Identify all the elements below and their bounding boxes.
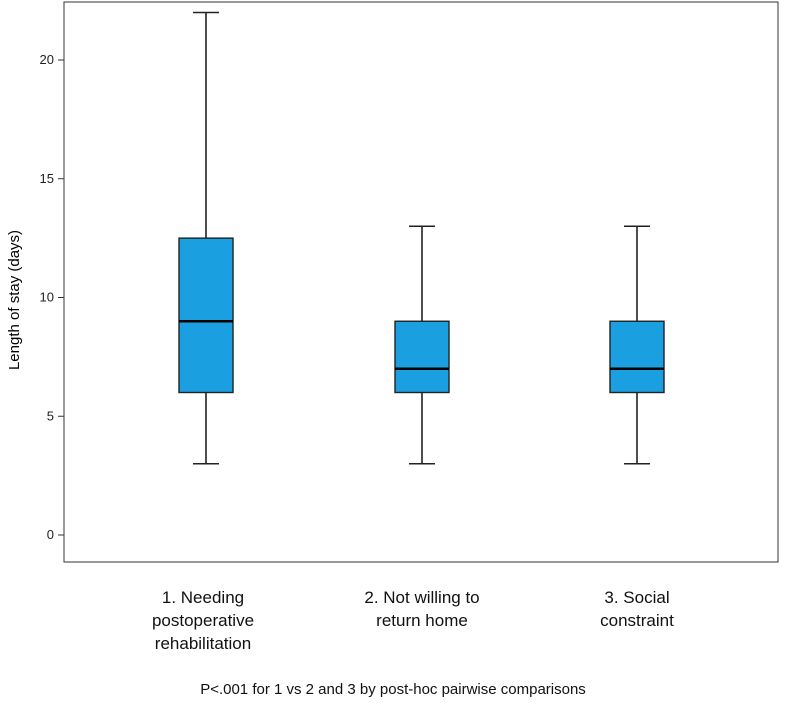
- category-label-1: 1. Needing postoperative rehabilitation: [151, 588, 255, 653]
- y-axis-label: Length of stay (days): [6, 230, 23, 370]
- iqr-box-2: [394, 320, 450, 394]
- y-axis: 0 5 10 15 20: [40, 52, 64, 542]
- plot-area-frame: [63, 1, 779, 563]
- y-tick-label-5: 5: [47, 408, 54, 423]
- footnote-annotation: P<.001 for 1 vs 2 and 3 by post-hoc pair…: [200, 681, 586, 698]
- y-tick-label-10: 10: [40, 290, 54, 305]
- iqr-box-1: [178, 237, 234, 394]
- category-label-3: 3. Social constraint: [600, 588, 674, 630]
- y-tick-label-15: 15: [40, 171, 54, 186]
- box-series: [178, 11, 665, 465]
- y-tick-label-20: 20: [40, 52, 54, 67]
- iqr-box-3: [609, 320, 665, 394]
- y-tick-label-0: 0: [47, 527, 54, 542]
- category-label-2: 2. Not willing to return home: [364, 588, 480, 630]
